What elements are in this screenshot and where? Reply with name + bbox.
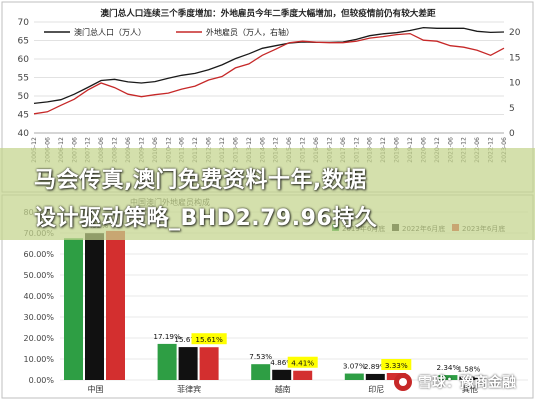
population-series-line (33, 26, 505, 105)
data-label-highlight (287, 356, 318, 368)
watermark-text: 雪球：豫商金融 (418, 375, 516, 391)
bar-菲律宾-2019年6月底 (157, 343, 177, 380)
y-tick-label: 40.00% (23, 292, 54, 301)
bar-中国-2019年6月底 (64, 238, 83, 380)
data-label-菲律宾: 15.61% (195, 335, 223, 344)
snowball-logo-icon (394, 373, 412, 391)
data-label-菲律宾: 17.19% (153, 332, 181, 341)
left-axis-tick-label: 65 (18, 37, 29, 47)
bar-印尼-2019年6月底 (344, 373, 364, 380)
bar-越南-2022年6月底 (272, 369, 292, 380)
right-axis-tick-label: 5 (509, 104, 515, 114)
category-label: 越南 (275, 384, 291, 394)
right-axis-tick-label: 10 (509, 79, 521, 89)
right-axis-tick-label: 0 (509, 129, 515, 139)
data-label-highlight (381, 359, 412, 371)
legend-label-population: 澳门总人口（万人） (74, 27, 146, 37)
bar-中国-2023年6月底 (106, 230, 125, 380)
left-axis-tick-label: 40 (18, 129, 30, 139)
caption-line-1: 马会传真,澳门免费资料十年,数据 (34, 168, 367, 193)
data-label-highlight (191, 333, 227, 345)
data-label-越南: 4.41% (291, 359, 314, 368)
bar-中国-2022年6月底 (85, 233, 104, 380)
data-label-越南: 7.53% (249, 352, 272, 361)
legend-label-workers: 外地雇员（万人，右轴） (206, 27, 294, 37)
data-label-印尼: 3.07% (343, 362, 366, 371)
bar-其他-2019年6月底 (438, 375, 458, 380)
y-tick-label: 20.00% (23, 334, 54, 343)
bar-印尼-2022年6月底 (365, 373, 385, 380)
left-axis-tick-label: 55 (18, 74, 29, 84)
left-axis-tick-label: 70 (18, 18, 30, 28)
y-tick-label: 30.00% (23, 313, 54, 322)
chart1-title: 澳门总人口连续三个季度增加：外地雇员今年二季度大幅增加，但较疫情前仍有较大差距 (100, 7, 436, 19)
bar-越南-2023年6月底 (293, 370, 313, 380)
y-tick-label: 50.00% (23, 271, 54, 280)
bar-越南-2019年6月底 (251, 364, 271, 380)
watermark: 雪球：豫商金融 (394, 370, 530, 394)
data-label-越南: 4.86% (270, 358, 293, 367)
y-tick-label: 60.00% (23, 250, 54, 259)
left-axis-tick-label: 50 (18, 92, 30, 102)
category-label: 中国 (88, 384, 104, 394)
caption-line-2: 设计驱动策略_BHD2.79.96持久 (34, 206, 378, 231)
data-label-其他: 2.34% (436, 363, 459, 372)
bar-菲律宾-2022年6月底 (178, 347, 198, 380)
bar-菲律宾-2023年6月底 (199, 347, 219, 380)
bar-其他-2022年6月底 (459, 376, 479, 380)
right-axis-tick-label: 15 (509, 53, 520, 63)
data-label-印尼: 2.89% (364, 362, 387, 371)
right-axis-tick-label: 20 (509, 28, 521, 38)
y-tick-label: 10.00% (23, 355, 54, 364)
data-label-印尼: 3.33% (385, 361, 408, 370)
left-axis-tick-label: 60 (18, 55, 30, 65)
data-label-菲律宾: 15.67% (174, 335, 202, 344)
y-tick-label: 0.00% (29, 376, 55, 385)
category-label: 印尼 (368, 385, 384, 394)
data-label-其他: 1.58% (457, 365, 480, 374)
caption-overlay: 马会传真,澳门免费资料十年,数据 设计驱动策略_BHD2.79.96持久 (0, 148, 535, 240)
worker-series-line (33, 32, 505, 115)
category-label: 其他 (462, 384, 478, 394)
left-axis-tick-label: 45 (18, 111, 29, 121)
category-label: 菲律宾 (177, 384, 201, 394)
